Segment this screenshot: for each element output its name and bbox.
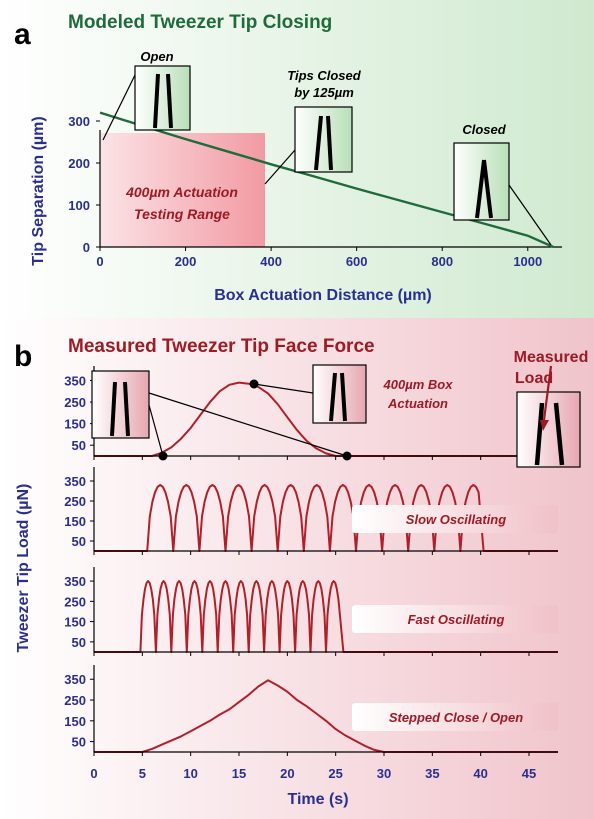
stepped-label-box [352, 703, 558, 731]
closed-tweezer-thumbnail [453, 142, 510, 221]
tips-closed-pointer [264, 149, 296, 185]
measured-load-arrow [542, 365, 553, 421]
panel-b-y-tick-label: 150 [64, 714, 86, 729]
panel-b-y-tick-label: 50 [72, 735, 86, 750]
panel-b-background [0, 318, 594, 819]
panel-a-y-axis-label: Tip Separation (µm) [30, 116, 47, 265]
panel-b-x-tick-label: 0 [90, 766, 97, 781]
open-tweezer-thumbnail [134, 65, 191, 131]
panel-a-x-tick-label: 200 [175, 254, 197, 269]
closed-pointer [508, 184, 552, 246]
open-pointer [102, 74, 136, 141]
pointer-peak [253, 383, 314, 394]
panel-a-title: Modeled Tweezer Tip Closing [68, 12, 332, 33]
load-series-2 [94, 580, 558, 653]
measured-load-arrowhead [540, 420, 549, 431]
panel-b-y-tick-label: 150 [64, 417, 86, 432]
panel-b-x-axis-label: Time (s) [287, 791, 348, 808]
measured-load-label-2: Load [515, 370, 553, 387]
panel-a-y-tick-label: 0 [83, 240, 90, 255]
box-actuation-label-2: Actuation [387, 396, 448, 411]
panel-a-chart: 400µm Actuation Testing Range 0 200 400 600… [30, 49, 562, 304]
slow-oscillating-label-box [352, 505, 558, 533]
measured-load-label-1: Measured [514, 349, 589, 366]
panel-b-y-tick-label: 350 [64, 672, 86, 687]
pointer-start [148, 404, 164, 457]
panel-a-y-tick-label: 100 [68, 198, 90, 213]
panel-a-label: a [14, 18, 31, 51]
panel-b-chart: 5015025035050150250350501502503505015025… [15, 349, 588, 808]
panel-b-y-tick-label: 250 [64, 395, 86, 410]
panel-b-y-tick-label: 350 [64, 373, 86, 388]
panel-b-y-tick-label: 350 [64, 474, 86, 489]
tips-closed-tweezer-thumbnail [294, 106, 353, 173]
load-series-0 [94, 381, 558, 457]
panel-b-label: b [14, 340, 32, 373]
panel-b-y-tick-label: 250 [64, 693, 86, 708]
panel-b-x-tick-label: 20 [280, 766, 294, 781]
panel-a-x-tick-label: 1000 [513, 254, 542, 269]
panel-b-x-tick-label: 5 [139, 766, 146, 781]
panel-b-x-tick-label: 10 [183, 766, 197, 781]
panel-b-y-axis-label: Tweezer Tip Load (µN) [15, 484, 32, 653]
panel-b-title: Measured Tweezer Tip Face Force [68, 336, 375, 357]
panel-a-y-tick-label: 200 [68, 156, 90, 171]
start-tweezer-thumbnail [91, 370, 150, 439]
panel-b-y-tick-label: 50 [72, 534, 86, 549]
panel-a-y-tick-label: 300 [68, 114, 90, 129]
panel-b-y-tick-label: 50 [72, 635, 86, 650]
panel-b-y-tick-label: 350 [64, 574, 86, 589]
testing-range-label-2: Testing Range [134, 206, 230, 222]
panel-b-y-tick-label: 250 [64, 594, 86, 609]
panel-b-x-tick-label: 40 [473, 766, 487, 781]
panel-a-x-tick-label: 600 [346, 254, 368, 269]
fast-oscillating-label: Fast Oscillating [408, 612, 505, 627]
panel-b-x-tick-label: 45 [522, 766, 536, 781]
panel-b-x-tick-label: 15 [232, 766, 246, 781]
panel-b-x-tick-label: 25 [328, 766, 342, 781]
panel-b-y-tick-label: 50 [72, 438, 86, 453]
slow-oscillating-label: Slow Oscillating [406, 512, 506, 527]
fast-oscillating-label-box [352, 605, 558, 633]
pointer-end [148, 392, 348, 457]
marker-start [158, 451, 168, 461]
measured-load-tweezer-thumbnail [516, 391, 581, 468]
closed-label: Closed [462, 122, 506, 137]
testing-range-label-1: 400µm Actuation [125, 184, 238, 200]
panel-a-x-tick-label: 800 [431, 254, 453, 269]
marker-end [342, 451, 352, 461]
panel-a-x-tick-label: 400 [260, 254, 282, 269]
marker-peak [249, 379, 259, 389]
box-actuation-label-1: 400µm Box [383, 377, 454, 392]
open-label: Open [140, 49, 173, 64]
panel-b-x-tick-label: 30 [377, 766, 391, 781]
tip-separation-line [99, 111, 554, 249]
testing-range-region [100, 133, 265, 247]
panel-b-y-tick-label: 150 [64, 615, 86, 630]
panel-b-x-tick-label: 35 [425, 766, 439, 781]
tips-closed-label-1: Tips Closed [287, 68, 362, 83]
stepped-label: Stepped Close / Open [389, 710, 523, 725]
panel-a-x-tick-label: 0 [96, 254, 103, 269]
load-series-3 [94, 679, 558, 753]
panel-a-x-axis-label: Box Actuation Distance (µm) [214, 287, 432, 304]
load-series-1 [94, 484, 558, 552]
panel-b-y-tick-label: 150 [64, 514, 86, 529]
peak-tweezer-thumbnail [312, 364, 367, 424]
panel-b-y-tick-label: 250 [64, 494, 86, 509]
tips-closed-label-2: by 125µm [294, 85, 354, 100]
